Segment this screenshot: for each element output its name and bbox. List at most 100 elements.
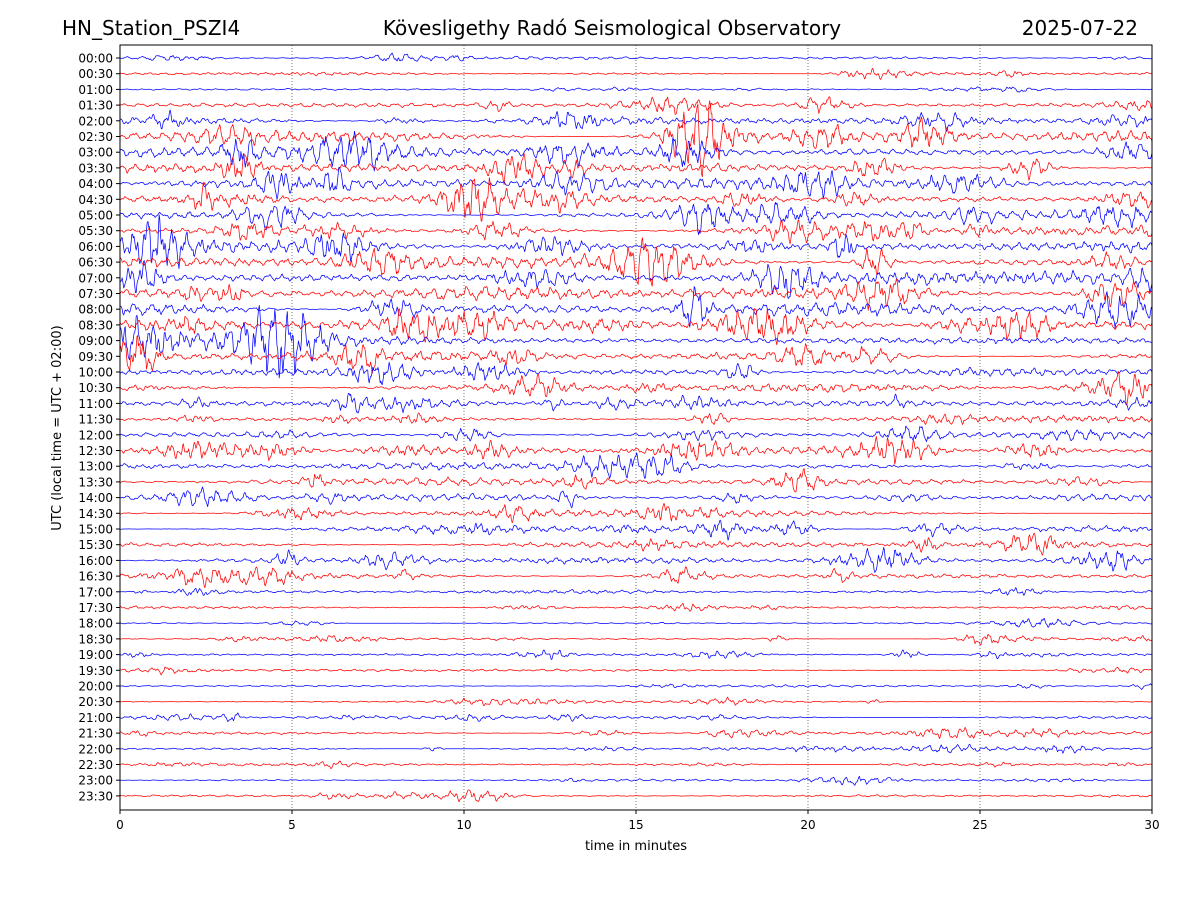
trace-1100 (119, 392, 1153, 414)
y-tick-label-1030: 10:30 (78, 381, 113, 395)
y-tick-label-2000: 20:00 (78, 680, 113, 694)
trace-0700 (119, 260, 1153, 299)
y-tick-label-2130: 21:30 (78, 727, 113, 741)
y-tick-label-0900: 09:00 (78, 334, 113, 348)
y-tick-label-2300: 23:00 (78, 774, 113, 788)
trace-2100 (119, 712, 1152, 722)
trace-1230 (119, 436, 1153, 465)
trace-0300 (119, 130, 1153, 172)
trace-1030 (119, 371, 1153, 406)
y-tick-label-0800: 08:00 (78, 303, 113, 317)
y-tick-label-2330: 23:30 (78, 789, 113, 803)
trace-0630 (119, 237, 1153, 287)
y-tick-label-0630: 06:30 (78, 256, 113, 270)
trace-1330 (120, 468, 1153, 493)
y-tick-label-1400: 14:00 (78, 491, 113, 505)
trace-1630 (119, 566, 1153, 589)
trace-0730 (119, 279, 1153, 311)
trace-0600 (119, 214, 1153, 269)
y-tick-label-1000: 10:00 (78, 366, 113, 380)
y-tick-label-0030: 00:30 (78, 67, 113, 81)
y-tick-label-0400: 04:00 (78, 177, 113, 191)
y-tick-label-2100: 21:00 (78, 711, 113, 725)
station-title: HN_Station_PSZI4 (62, 16, 240, 40)
y-tick-label-1600: 16:00 (78, 554, 113, 568)
trace-1730 (119, 603, 1153, 612)
trace-1900 (119, 649, 1153, 660)
y-tick-label-1830: 18:30 (78, 632, 113, 646)
x-tick-labels: 0 5 10 15 20 25 30 (116, 810, 1160, 832)
y-tick-label-1930: 19:30 (78, 664, 113, 678)
y-tick-label-1530: 15:30 (78, 538, 113, 552)
x-tick-label-5: 5 (288, 818, 296, 832)
y-tick-label-1100: 11:00 (78, 397, 113, 411)
y-tick-label-0130: 01:30 (78, 99, 113, 113)
x-tick-label-0: 0 (116, 818, 124, 832)
y-tick-label-1430: 14:30 (78, 507, 113, 521)
y-tick-label-1730: 17:30 (78, 601, 113, 615)
trace-0100 (119, 86, 1152, 93)
trace-2300 (119, 776, 1152, 786)
y-tick-label-1630: 16:30 (78, 570, 113, 584)
trace-1130 (119, 412, 1153, 425)
y-tick-label-0530: 05:30 (78, 224, 113, 238)
trace-0230 (119, 100, 1153, 177)
x-tick-label-20: 20 (800, 818, 815, 832)
trace-0830 (119, 308, 1153, 346)
trace-0930 (119, 335, 1153, 374)
trace-0530 (119, 219, 1153, 245)
y-tick-label-0430: 04:30 (78, 193, 113, 207)
y-tick-label-1200: 12:00 (78, 428, 113, 442)
trace-0430 (119, 177, 1153, 222)
y-tick-label-0930: 09:30 (78, 350, 113, 364)
y-tick-label-0000: 00:00 (78, 52, 113, 66)
y-tick-label-0600: 06:00 (78, 240, 113, 254)
y-tick-label-0830: 08:30 (78, 318, 113, 332)
y-tick-label-1330: 13:30 (78, 475, 113, 489)
trace-0900 (119, 305, 1152, 379)
trace-2200 (119, 744, 1153, 754)
chart-title: Kövesligethy Radó Seismological Observat… (383, 16, 841, 40)
trace-1530 (120, 532, 1153, 556)
trace-1300 (119, 452, 1153, 479)
trace-2230 (119, 760, 1152, 769)
trace-0400 (119, 166, 1153, 200)
trace-0800 (119, 286, 1153, 329)
y-tick-label-1230: 12:30 (78, 444, 113, 458)
y-tick-label-1900: 19:00 (78, 648, 113, 662)
trace-1430 (119, 502, 1152, 524)
trace-1600 (119, 547, 1153, 573)
trace-1830 (120, 634, 1153, 646)
y-tick-label-0700: 07:00 (78, 271, 113, 285)
trace-1400 (119, 486, 1153, 509)
trace-1200 (119, 425, 1153, 442)
x-axis-label: time in minutes (585, 839, 687, 854)
y-tick-label-2030: 20:30 (78, 695, 113, 709)
traces-group (119, 52, 1153, 803)
trace-0500 (119, 202, 1153, 236)
trace-2130 (119, 727, 1153, 739)
trace-0030 (119, 67, 1153, 80)
trace-0330 (119, 152, 1153, 185)
y-axis-label: UTC (local time = UTC + 02:00) (50, 325, 65, 530)
trace-2330 (119, 789, 1152, 803)
trace-1800 (119, 618, 1153, 628)
y-tick-label-0230: 02:30 (78, 130, 113, 144)
y-tick-label-2230: 22:30 (78, 758, 113, 772)
trace-0000 (119, 52, 1153, 62)
trace-1930 (119, 666, 1153, 676)
trace-0130 (119, 96, 1153, 115)
trace-2030 (120, 696, 1153, 706)
trace-0200 (119, 109, 1153, 132)
y-tick-label-1300: 13:00 (78, 460, 113, 474)
date-title: 2025-07-22 (1022, 16, 1138, 40)
y-tick-label-0100: 01:00 (78, 83, 113, 97)
y-tick-label-1800: 18:00 (78, 617, 113, 631)
trace-1700 (120, 587, 1153, 596)
trace-1000 (119, 362, 1153, 385)
y-tick-label-1500: 15:00 (78, 523, 113, 537)
x-tick-label-25: 25 (972, 818, 987, 832)
y-tick-label-0500: 05:00 (78, 209, 113, 223)
